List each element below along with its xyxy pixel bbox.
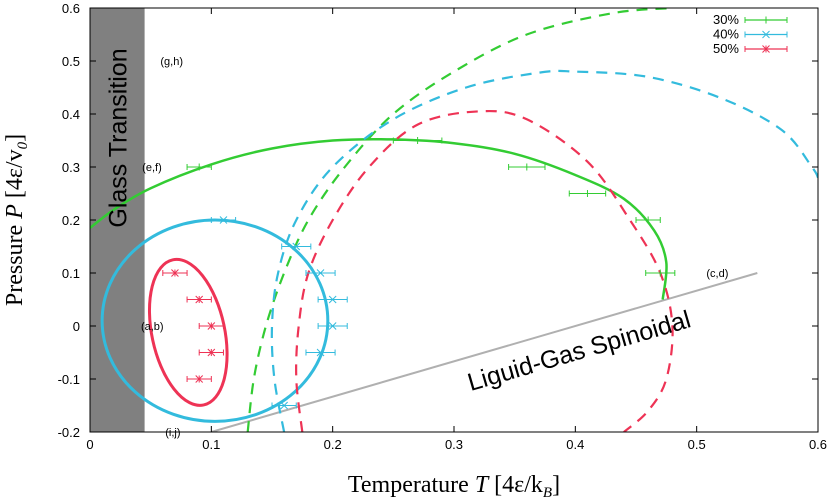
glass-transition-label: Glass Transition bbox=[104, 48, 132, 227]
data-marker bbox=[316, 348, 325, 357]
y-tick-label: -0.1 bbox=[58, 372, 80, 387]
legend: 30%40%50% bbox=[713, 12, 788, 56]
point-annotation: (e,f) bbox=[142, 162, 162, 174]
data-marker bbox=[328, 295, 337, 304]
series-1-point bbox=[317, 295, 348, 304]
series-0-dashed-curve bbox=[246, 8, 673, 432]
series-1-point bbox=[305, 348, 336, 357]
series-2-dashed-curve bbox=[295, 109, 674, 432]
legend-label: 30% bbox=[713, 12, 739, 27]
data-marker bbox=[207, 322, 216, 330]
data-marker bbox=[644, 216, 652, 224]
y-axis-title: Pressure P [4ε/v0] bbox=[2, 134, 31, 306]
series-1-point bbox=[305, 269, 336, 277]
series-2-point bbox=[162, 269, 188, 277]
legend-label: 40% bbox=[713, 27, 739, 42]
data-marker bbox=[414, 137, 422, 144]
data-marker bbox=[207, 348, 216, 357]
x-tick-label: 0.4 bbox=[566, 437, 584, 452]
y-tick-label: 0 bbox=[73, 319, 80, 334]
series-0-point bbox=[568, 190, 607, 197]
point-annotation: (c,d) bbox=[706, 268, 728, 280]
data-marker bbox=[195, 375, 204, 383]
legend-label: 50% bbox=[713, 41, 739, 56]
x-tick-label: 0.3 bbox=[445, 437, 463, 452]
series-2-point bbox=[198, 348, 224, 357]
point-annotation: (a,b) bbox=[141, 321, 164, 333]
data-marker bbox=[195, 163, 203, 171]
data-marker bbox=[328, 322, 337, 330]
data-marker bbox=[523, 163, 531, 171]
y-tick-label: 0.6 bbox=[62, 1, 80, 16]
series-0-point bbox=[508, 163, 546, 171]
series-0-solid-curve bbox=[90, 137, 668, 300]
data-marker bbox=[219, 216, 228, 224]
data-marker bbox=[656, 269, 664, 277]
x-tick-label: 0.6 bbox=[809, 437, 827, 452]
point-annotation: (g,h) bbox=[160, 56, 183, 68]
spinoidal-line bbox=[211, 272, 758, 432]
legend-marker bbox=[762, 16, 770, 24]
y-tick-label: 0.3 bbox=[62, 160, 80, 175]
series-2-point bbox=[186, 295, 212, 304]
data-marker bbox=[280, 401, 288, 410]
series-1-dashed-curve bbox=[270, 69, 818, 432]
series-2-point bbox=[186, 375, 212, 383]
x-tick-label: 0.5 bbox=[688, 437, 706, 452]
legend-marker bbox=[762, 30, 770, 39]
series-2-point bbox=[198, 322, 224, 330]
series-1-point bbox=[210, 216, 237, 224]
y-tick-label: 0.1 bbox=[62, 266, 80, 281]
series-1-point bbox=[281, 242, 312, 251]
series-0-point bbox=[635, 216, 661, 224]
y-tick-label: 0.2 bbox=[62, 213, 80, 228]
y-tick-label: -0.2 bbox=[58, 425, 80, 440]
y-tick-label: 0.4 bbox=[62, 107, 80, 122]
series-1-point bbox=[317, 322, 348, 330]
x-tick-label: 0.2 bbox=[324, 437, 342, 452]
series-0-point bbox=[645, 269, 676, 277]
x-tick-label: 0 bbox=[86, 437, 93, 452]
series-0-point bbox=[186, 163, 212, 171]
y-tick-label: 0.5 bbox=[62, 54, 80, 69]
data-marker bbox=[316, 269, 325, 277]
series-0-point bbox=[392, 137, 443, 144]
series-1-point bbox=[271, 401, 297, 410]
x-axis-title: Temperature T [4ε/kB] bbox=[348, 472, 560, 500]
x-tick-label: 0.1 bbox=[202, 437, 220, 452]
spinoidal-label: Liguid-Gas Spinoidal bbox=[464, 305, 693, 396]
point-annotation: (i,j) bbox=[165, 427, 180, 439]
data-marker bbox=[171, 269, 179, 277]
data-marker bbox=[195, 295, 204, 304]
data-marker bbox=[292, 242, 301, 251]
legend-marker bbox=[762, 45, 770, 53]
data-marker bbox=[583, 190, 591, 197]
